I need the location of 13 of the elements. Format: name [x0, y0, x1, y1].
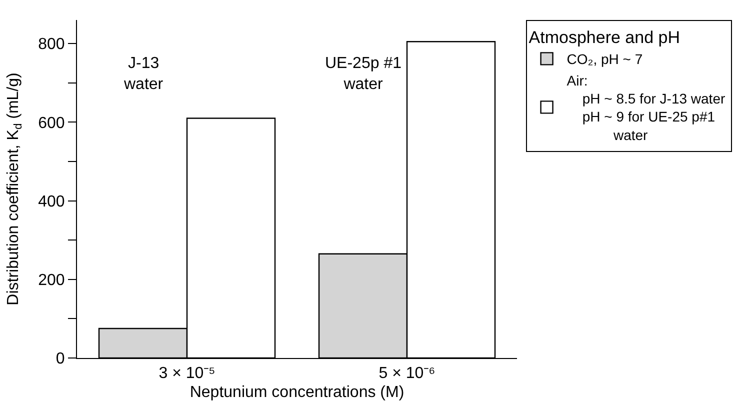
legend-label: Air: pH ~ 8.5 for J-13 water pH ~ 9 for UE-25 p#1 water: [566, 72, 726, 143]
y-tick-label: 0: [56, 350, 65, 368]
legend-title: Atmosphere and pH: [528, 28, 680, 48]
y-tick-label: 400: [38, 193, 65, 210]
x-axis-title: Neptunium concentrations (M): [190, 384, 404, 401]
y-tick-label: 200: [38, 272, 65, 289]
y-tick-label: 800: [38, 36, 65, 54]
annotation: UE-25p #1 water: [325, 55, 402, 93]
y-tick-label: 600: [38, 114, 65, 132]
x-tick-label: 5 × 10⁻⁶: [378, 365, 436, 382]
x-tick-label: 3 × 10⁻⁵: [158, 365, 216, 382]
annotation: J-13 water: [123, 55, 164, 93]
legend-label: CO₂, pH ~ 7: [566, 51, 643, 68]
